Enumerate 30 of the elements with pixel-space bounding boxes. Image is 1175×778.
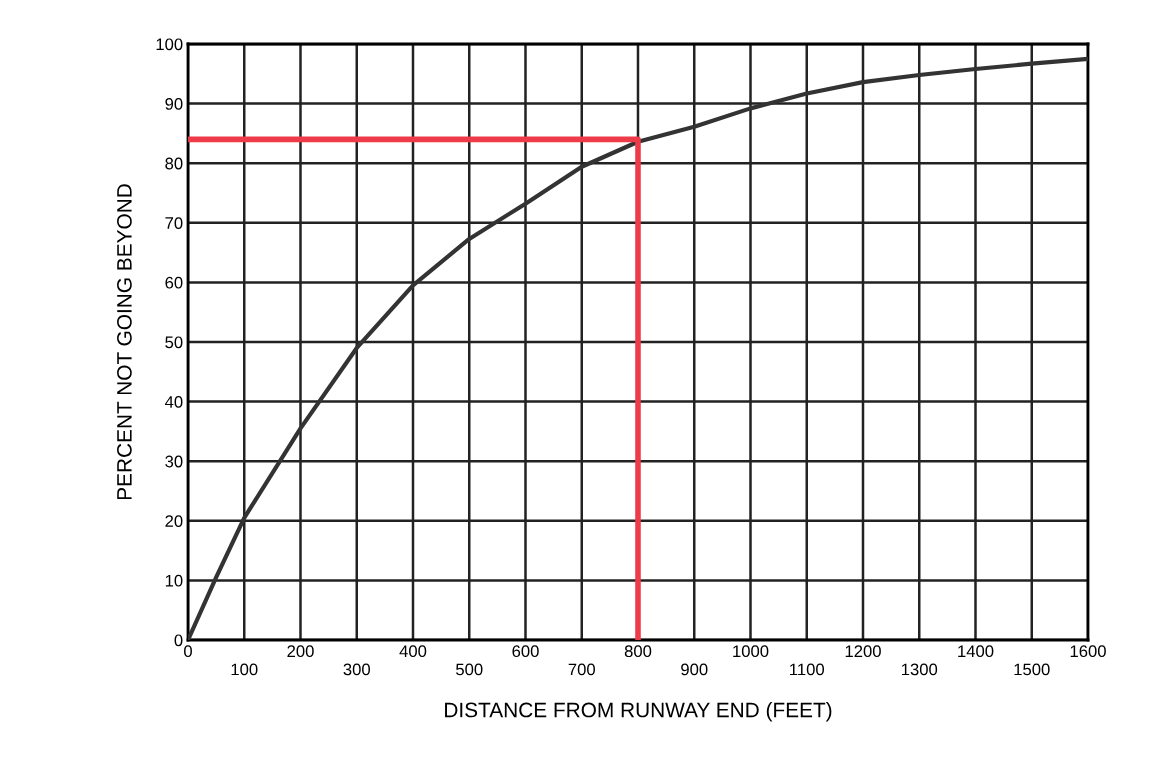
x-tick-label: 800 <box>624 645 652 658</box>
x2-tick-label: 300 <box>343 663 370 676</box>
x2-tick-label: 500 <box>456 663 483 676</box>
x2-tick-label: 100 <box>231 663 258 676</box>
y-tick-label: 20 <box>165 515 183 527</box>
x2-tick-label: 900 <box>681 663 708 676</box>
x2-tick-label: 1300 <box>901 663 938 676</box>
y-tick-label: 30 <box>165 455 183 468</box>
x-tick-label: 0 <box>184 645 192 658</box>
x-tick-label: 1000 <box>733 645 769 658</box>
x2-tick-label: 1100 <box>790 663 825 676</box>
y-tick-label: 100 <box>156 38 183 51</box>
x2-tick-label: 700 <box>568 663 595 676</box>
x-tick-label: 200 <box>287 645 314 658</box>
x2-tick-label: 1500 <box>1014 663 1050 676</box>
y-tick-label: 60 <box>165 276 183 289</box>
y-tick-label: 70 <box>165 217 183 229</box>
x-tick-label: 1200 <box>845 645 881 658</box>
x-axis-title: DISTANCE FROM RUNWAY END (FEET) <box>445 702 832 722</box>
x-tick-label: 400 <box>399 645 427 658</box>
y-tick-label: 40 <box>164 396 183 408</box>
y-tick-label: 50 <box>165 336 183 349</box>
x-tick-label: 1400 <box>958 645 994 658</box>
y-axis-title: PERCENT NOT GOING BEYOND <box>117 184 132 500</box>
y-tick-label: 80 <box>165 157 183 170</box>
y-tick-label: 10 <box>165 574 183 587</box>
y-tick-label: 0 <box>174 634 183 647</box>
y-tick-label: 90 <box>165 98 183 110</box>
x-tick-label: 600 <box>512 645 539 658</box>
x-tick-label: 1600 <box>1070 645 1106 658</box>
